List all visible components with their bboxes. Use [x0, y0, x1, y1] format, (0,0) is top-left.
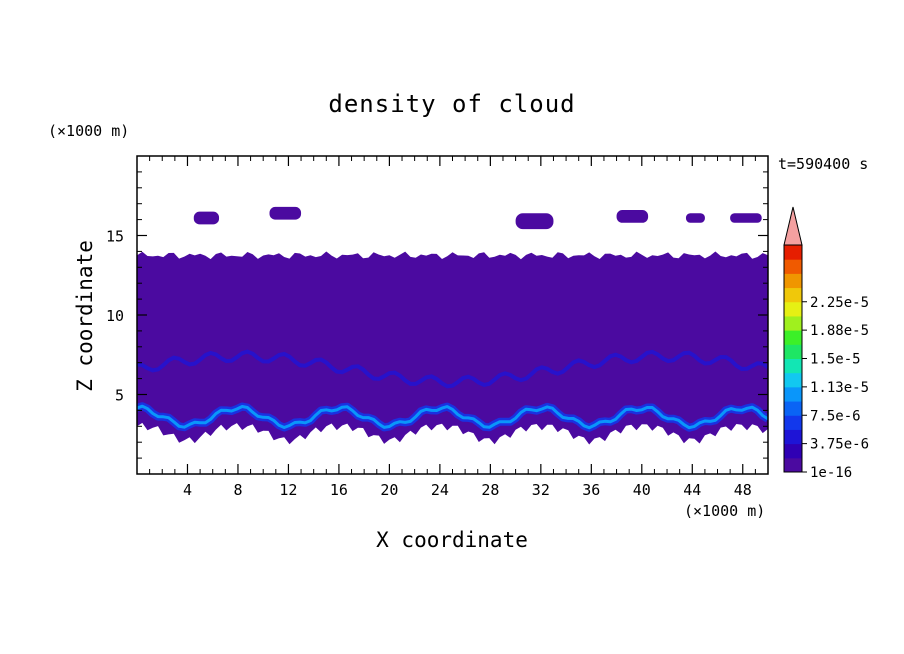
chart-title: density of cloud	[328, 90, 575, 118]
cloud-main-layer	[137, 251, 768, 445]
x-axis-ticks: 4 8 12 16 20 24 28 32 36 40 44 48	[149, 156, 756, 499]
x-tick-label: 4	[183, 481, 192, 499]
colorbar-segment	[784, 415, 802, 430]
colorbar-extend-arrow	[783, 206, 803, 246]
x-tick-label: 32	[532, 481, 550, 499]
y-axis-label: Z coordinate	[73, 240, 97, 392]
colorbar-segment	[784, 443, 802, 459]
x-tick-label: 24	[431, 481, 449, 499]
colorbar-label: 1.88e-5	[810, 323, 869, 339]
colorbar-segment	[784, 287, 802, 303]
colorbar-segment	[784, 358, 802, 374]
x-unit-label: (×1000 m)	[684, 502, 765, 520]
x-tick-label: 8	[233, 481, 242, 499]
x-axis-label: X coordinate	[376, 528, 528, 552]
x-tick-label: 16	[330, 481, 348, 499]
x-tick-label: 28	[481, 481, 499, 499]
colorbar-label: 2.25e-5	[810, 295, 869, 311]
colorbar-label: 1.13e-5	[810, 380, 869, 396]
cloud-high-patch	[730, 213, 762, 223]
cloud-high-patch	[685, 213, 705, 223]
colorbar-segment	[784, 245, 802, 260]
colorbar-segment	[784, 301, 802, 317]
cloud-high-patch	[616, 210, 649, 223]
y-unit-label: (×1000 m)	[48, 122, 129, 140]
cloud-filament	[137, 349, 768, 389]
colorbar-segment	[784, 401, 802, 416]
cloud-high-patch	[193, 211, 220, 225]
x-tick-label: 40	[633, 481, 651, 499]
colorbar-segment	[784, 259, 802, 274]
x-tick-label: 48	[734, 481, 752, 499]
y-tick-label: 10	[106, 307, 124, 325]
cloud-high-patch	[269, 206, 302, 220]
y-tick-label: 5	[115, 387, 124, 405]
x-tick-label: 36	[582, 481, 600, 499]
time-label: t=590400 s	[778, 155, 868, 173]
colorbar-label: 7.5e-6	[810, 408, 861, 424]
colorbar-label: 1e-16	[810, 465, 852, 481]
colorbar-label: 3.75e-6	[810, 437, 869, 453]
x-tick-label: 20	[380, 481, 398, 499]
colorbar-segment	[784, 429, 802, 445]
colorbar-segment	[784, 344, 802, 359]
y-tick-label: 15	[106, 228, 124, 246]
colorbar: 1e-16 3.75e-6 7.5e-6 1.13e-5 1.5e-5 1.88e-5 2.…	[783, 206, 869, 481]
x-tick-label: 44	[683, 481, 701, 499]
colorbar-segment	[784, 315, 802, 331]
colorbar-segment	[784, 273, 802, 289]
colorbar-segment	[784, 330, 802, 345]
y-axis-ticks: 5 10 15	[106, 171, 768, 459]
cloud-dense-core	[137, 404, 768, 430]
colorbar-segment	[784, 386, 802, 402]
cloud-high-patch	[515, 213, 554, 230]
colorbar-label: 1.5e-5	[810, 352, 861, 368]
cloud-field	[137, 206, 768, 445]
colorbar-segment	[784, 372, 802, 388]
x-tick-label: 12	[279, 481, 297, 499]
colorbar-segment	[784, 457, 802, 473]
